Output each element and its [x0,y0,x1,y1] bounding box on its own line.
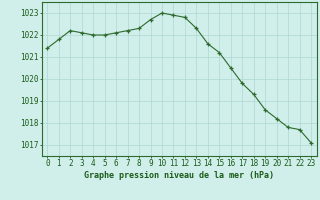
X-axis label: Graphe pression niveau de la mer (hPa): Graphe pression niveau de la mer (hPa) [84,171,274,180]
